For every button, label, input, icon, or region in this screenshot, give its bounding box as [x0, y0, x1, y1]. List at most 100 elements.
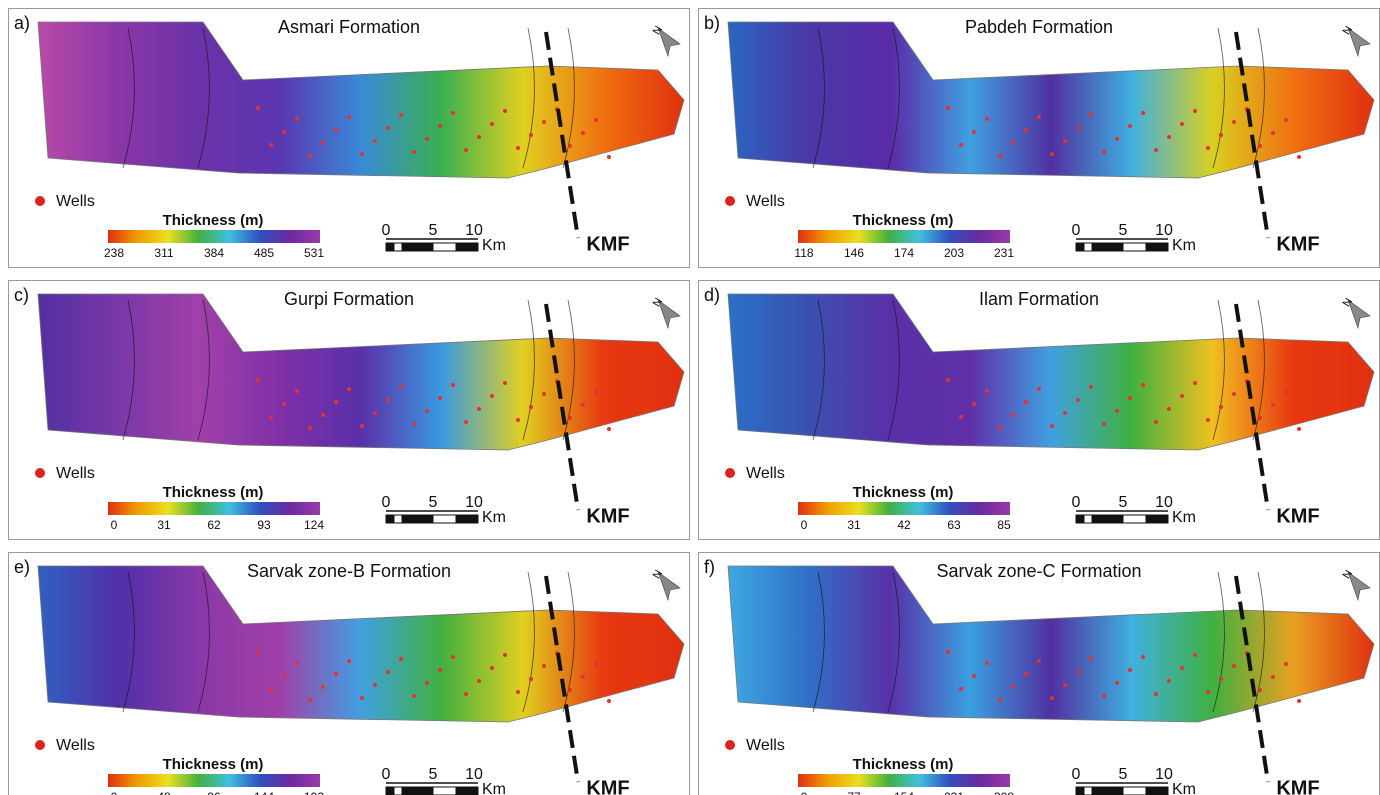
- well-marker: [464, 148, 468, 152]
- well-marker: [347, 115, 351, 119]
- well-marker: [998, 698, 1002, 702]
- well-marker: [1050, 152, 1054, 156]
- scale-bar-segment: [1084, 243, 1092, 251]
- scale-bar-segment: [386, 787, 394, 795]
- well-marker: [1232, 392, 1236, 396]
- well-marker: [1232, 664, 1236, 668]
- well-marker: [1258, 688, 1262, 692]
- well-marker: [1128, 124, 1132, 128]
- scale-label: 10: [465, 766, 483, 783]
- well-marker: [1063, 683, 1067, 687]
- well-marker: [946, 650, 950, 654]
- well-marker: [464, 692, 468, 696]
- scale-label: 0: [1072, 766, 1081, 783]
- colorbar-tick-label: 85: [997, 518, 1011, 532]
- well-marker: [1115, 681, 1119, 685]
- well-marker: [321, 413, 325, 417]
- well-marker: [360, 152, 364, 156]
- scale-bar-segment: [433, 787, 456, 795]
- scale-bar-segment: [1123, 515, 1146, 523]
- scale-bar-segment: [456, 515, 478, 523]
- scale-bar-segment: [456, 787, 478, 795]
- scale-bar-segment: [1076, 787, 1084, 795]
- colorbar-tick-label: 238: [104, 246, 124, 260]
- well-marker: [568, 144, 572, 148]
- well-marker: [1206, 146, 1210, 150]
- well-marker: [503, 381, 507, 385]
- well-marker: [1076, 398, 1080, 402]
- well-marker: [451, 111, 455, 115]
- scale-label: 5: [1119, 494, 1128, 511]
- well-marker: [334, 672, 338, 676]
- panel-label: c): [14, 285, 29, 305]
- well-marker: [373, 411, 377, 415]
- well-marker: [985, 389, 989, 393]
- colorbar-tick-label: 174: [894, 246, 914, 260]
- map-panel: c)Gurpi FormationNKMFWellsThickness (m)0…: [8, 280, 690, 540]
- panel-label: f): [704, 557, 715, 577]
- scale-bar-segment: [402, 515, 410, 523]
- well-marker: [373, 139, 377, 143]
- scale-unit: Km: [482, 509, 506, 526]
- colorbar: [798, 230, 1010, 243]
- well-marker: [516, 418, 520, 422]
- colorbar-tick-label: 42: [897, 518, 911, 532]
- legend-label: Wells: [56, 193, 95, 210]
- well-marker: [1219, 133, 1223, 137]
- colorbar-tick-label: 231: [994, 246, 1014, 260]
- well-marker: [607, 699, 611, 703]
- well-marker: [308, 698, 312, 702]
- well-marker: [282, 130, 286, 134]
- legend-marker: [35, 196, 45, 206]
- scale-bar-segment: [433, 515, 456, 523]
- scale-bar-segment: [1123, 787, 1146, 795]
- well-marker: [347, 659, 351, 663]
- scale-bar-segment: [1092, 787, 1100, 795]
- colorbar-title: Thickness (m): [163, 212, 264, 229]
- well-marker: [946, 378, 950, 382]
- scale-bar-segment: [1076, 243, 1084, 251]
- scale-unit: Km: [1172, 237, 1196, 254]
- panel-title: Ilam Formation: [979, 289, 1099, 309]
- well-marker: [1115, 409, 1119, 413]
- fault-label: KMF: [1276, 505, 1319, 527]
- well-marker: [1089, 385, 1093, 389]
- colorbar-tick-label: 118: [794, 246, 813, 260]
- scale-label: 0: [382, 766, 391, 783]
- well-marker: [1050, 424, 1054, 428]
- colorbar-tick-label: 231: [944, 790, 964, 795]
- colorbar-tick-label: 124: [304, 518, 324, 532]
- colorbar-tick-label: 0: [111, 518, 118, 532]
- well-marker: [1115, 137, 1119, 141]
- colorbar: [798, 774, 1010, 787]
- colorbar-tick-label: 77: [847, 790, 861, 795]
- well-marker: [1141, 111, 1145, 115]
- scale-bar-segment: [1146, 515, 1168, 523]
- figure: a)Asmari FormationNKMFWellsThickness (m)…: [0, 0, 1380, 795]
- legend-label: Wells: [746, 193, 785, 210]
- well-marker: [1141, 383, 1145, 387]
- colorbar-title: Thickness (m): [853, 756, 954, 773]
- well-marker: [425, 409, 429, 413]
- well-marker: [334, 400, 338, 404]
- scale-label: 5: [1119, 766, 1128, 783]
- scale-label: 5: [1119, 222, 1128, 239]
- well-marker: [347, 387, 351, 391]
- well-marker: [594, 118, 598, 122]
- well-marker: [1193, 653, 1197, 657]
- scale-label: 0: [382, 494, 391, 511]
- scale-bar-segment: [1076, 515, 1084, 523]
- well-marker: [1089, 657, 1093, 661]
- colorbar-tick-label: 308: [994, 790, 1014, 795]
- well-marker: [1076, 126, 1080, 130]
- panel-title: Asmari Formation: [278, 17, 420, 37]
- well-marker: [1297, 699, 1301, 703]
- well-marker: [1180, 666, 1184, 670]
- well-marker: [295, 117, 299, 121]
- well-marker: [1024, 672, 1028, 676]
- well-marker: [1128, 668, 1132, 672]
- colorbar: [798, 502, 1010, 515]
- legend-label: Wells: [746, 737, 785, 754]
- well-marker: [1193, 109, 1197, 113]
